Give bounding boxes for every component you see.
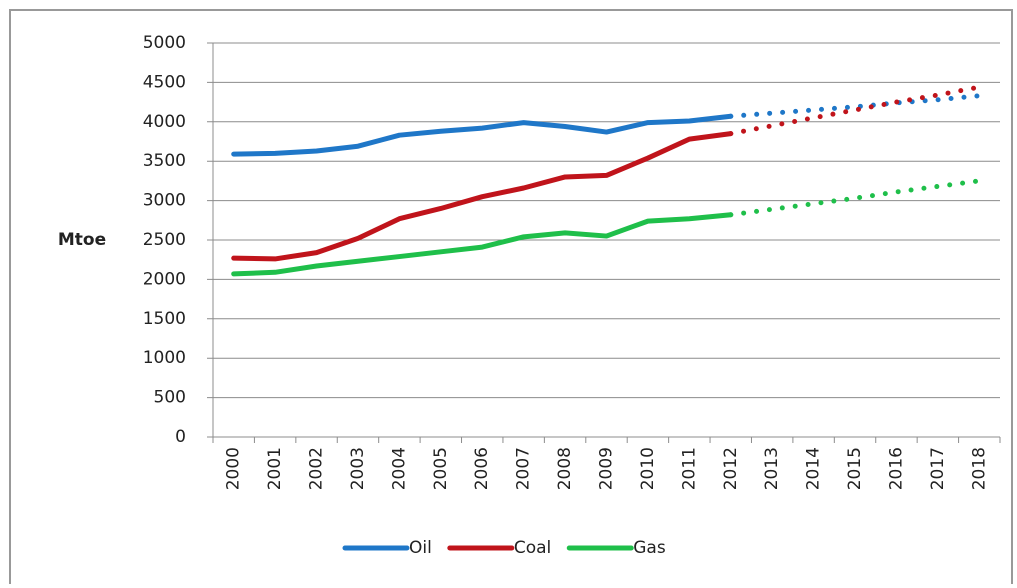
y-tick-label: 1000 — [143, 348, 186, 368]
y-tick-label: 1500 — [143, 309, 186, 329]
x-tick-label: 2008 — [555, 447, 575, 490]
y-tick-label: 2500 — [143, 230, 186, 250]
legend-label: Coal — [514, 538, 551, 558]
y-tick-label: 3500 — [143, 151, 186, 171]
x-tick-label: 2013 — [762, 447, 782, 490]
legend-label: Oil — [409, 538, 432, 558]
x-tick-label: 2018 — [969, 447, 989, 490]
x-tick-label: 2002 — [307, 447, 327, 490]
x-tick-label: 2012 — [721, 447, 741, 490]
x-tick-label: 2009 — [597, 447, 617, 490]
series-line — [231, 212, 734, 277]
x-tick-label: 2015 — [845, 447, 865, 490]
projection-line — [728, 178, 982, 218]
y-tick-label: 3000 — [143, 191, 186, 211]
x-tick-label: 2001 — [265, 447, 285, 490]
projection-line — [728, 84, 982, 137]
projection-line — [728, 93, 982, 119]
y-axis-label: Mtoe — [58, 230, 106, 250]
y-tick-label: 4000 — [143, 112, 186, 132]
x-tick-label: 2000 — [224, 447, 244, 490]
x-tick-label: 2017 — [928, 447, 948, 490]
series-line — [231, 131, 734, 262]
series-line — [231, 113, 734, 157]
y-tick-label: 5000 — [143, 33, 186, 53]
x-tick-label: 2005 — [431, 447, 451, 490]
y-tick-label: 4500 — [143, 72, 186, 92]
y-tick-label: 2000 — [143, 269, 186, 289]
y-tick-label: 500 — [154, 388, 186, 408]
x-tick-label: 2010 — [638, 447, 658, 490]
x-tick-label: 2016 — [886, 447, 906, 490]
x-tick-label: 2004 — [389, 447, 409, 490]
legend-label: Gas — [633, 538, 666, 558]
x-tick-label: 2014 — [804, 447, 824, 490]
y-tick-label: 0 — [175, 427, 186, 447]
x-tick-label: 2006 — [472, 447, 492, 490]
x-tick-label: 2003 — [348, 447, 368, 490]
x-tick-label: 2007 — [514, 447, 534, 490]
x-tick-label: 2011 — [679, 447, 699, 490]
chart-frame — [9, 9, 1013, 588]
